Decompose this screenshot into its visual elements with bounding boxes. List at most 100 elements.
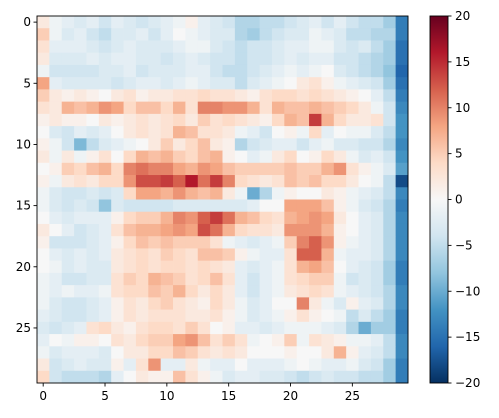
heatmap-cell — [346, 321, 359, 335]
heatmap-cell — [148, 52, 162, 66]
heatmap-cell — [197, 260, 211, 274]
heatmap-cell — [49, 272, 63, 286]
heatmap-cell — [234, 321, 248, 335]
heatmap-cell — [148, 358, 162, 372]
heatmap-cell — [61, 77, 75, 90]
heatmap-cell — [296, 236, 310, 249]
heatmap-cell — [210, 346, 223, 359]
heatmap-cell — [98, 285, 112, 298]
heatmap-cell — [37, 309, 50, 323]
heatmap-cell — [197, 236, 211, 249]
heatmap-cell — [74, 260, 87, 274]
heatmap-cell — [111, 187, 124, 200]
heatmap-cell — [222, 40, 236, 54]
heatmap-cell — [98, 113, 112, 127]
heatmap-cell — [346, 175, 359, 188]
heatmap-cell — [309, 16, 322, 29]
heatmap-cell — [49, 346, 63, 359]
heatmap-cell — [173, 199, 186, 213]
heatmap-cell — [49, 297, 63, 310]
heatmap-cell — [173, 285, 186, 298]
heatmap-cell — [395, 89, 409, 103]
heatmap-cell — [74, 64, 87, 78]
heatmap-cell — [370, 272, 384, 286]
heatmap-cell — [234, 236, 248, 249]
heatmap-cell — [395, 64, 409, 78]
heatmap-cell — [197, 28, 211, 41]
heatmap-cell — [309, 211, 322, 225]
heatmap-cell — [173, 187, 186, 200]
heatmap-cell — [37, 272, 50, 286]
heatmap-cell — [37, 77, 50, 90]
heatmap-cell — [346, 309, 359, 323]
heatmap-cell — [333, 272, 347, 286]
x-axis: 0 5 10 15 20 25 — [39, 383, 360, 403]
heatmap-cell — [148, 138, 162, 151]
heatmap-cell — [197, 162, 211, 176]
heatmap-cell — [210, 223, 223, 237]
heatmap-cell — [185, 40, 199, 54]
heatmap-cell — [395, 126, 409, 139]
heatmap-cell — [197, 370, 211, 384]
heatmap-cell — [49, 77, 63, 90]
heatmap-cell — [333, 285, 347, 298]
heatmap-cell — [197, 64, 211, 78]
heatmap-cell — [185, 16, 199, 29]
heatmap-cell — [173, 162, 186, 176]
heatmap-cell — [259, 126, 273, 139]
heatmap-cell — [296, 40, 310, 54]
heatmap-cell — [383, 358, 397, 372]
heatmap-cell — [321, 370, 335, 384]
heatmap-cell — [37, 187, 50, 200]
heatmap-cell — [37, 334, 50, 347]
heatmap-cell — [135, 126, 149, 139]
heatmap-cell — [247, 16, 260, 29]
heatmap-cell — [222, 113, 236, 127]
heatmap-cell — [247, 64, 260, 78]
heatmap-cell — [271, 272, 285, 286]
heatmap-cell — [123, 187, 137, 200]
heatmap-cell — [37, 236, 50, 249]
heatmap-cell — [247, 150, 260, 164]
heatmap-cell — [234, 272, 248, 286]
heatmap-cell — [370, 358, 384, 372]
heatmap-cell — [309, 260, 322, 274]
heatmap-cell — [284, 138, 298, 151]
heatmap-cell — [296, 223, 310, 237]
heatmap-cell — [185, 89, 199, 103]
heatmap-cell — [309, 236, 322, 249]
heatmap-cell — [321, 52, 335, 66]
heatmap-cell — [37, 126, 50, 139]
heatmap-cell — [111, 52, 124, 66]
heatmap-cell — [61, 64, 75, 78]
heatmap-cell — [135, 211, 149, 225]
heatmap-cell — [383, 346, 397, 359]
heatmap-cell — [86, 187, 100, 200]
heatmap-cell — [49, 175, 63, 188]
heatmap-cell — [185, 150, 199, 164]
heatmap-cell — [222, 89, 236, 103]
heatmap-cell — [370, 64, 384, 78]
heatmap-cell — [395, 40, 409, 54]
heatmap-cell — [185, 77, 199, 90]
heatmap-cell — [383, 162, 397, 176]
colorbar-tick-label: 10 — [455, 101, 470, 115]
heatmap-cell — [74, 223, 87, 237]
heatmap-cell — [284, 52, 298, 66]
heatmap-cell — [74, 126, 87, 139]
heatmap-cell — [160, 297, 174, 310]
heatmap-cell — [234, 211, 248, 225]
heatmap-cell — [74, 248, 87, 262]
heatmap-cell — [234, 199, 248, 213]
heatmap-cell — [98, 346, 112, 359]
heatmap-cell — [123, 260, 137, 274]
heatmap-cell — [284, 297, 298, 310]
heatmap-cell — [148, 285, 162, 298]
heatmap-cell — [333, 248, 347, 262]
heatmap-cell — [296, 285, 310, 298]
heatmap-cell — [383, 40, 397, 54]
heatmap-cell — [160, 236, 174, 249]
heatmap-cell — [210, 89, 223, 103]
heatmap-cell — [160, 77, 174, 90]
heatmap-cell — [86, 285, 100, 298]
